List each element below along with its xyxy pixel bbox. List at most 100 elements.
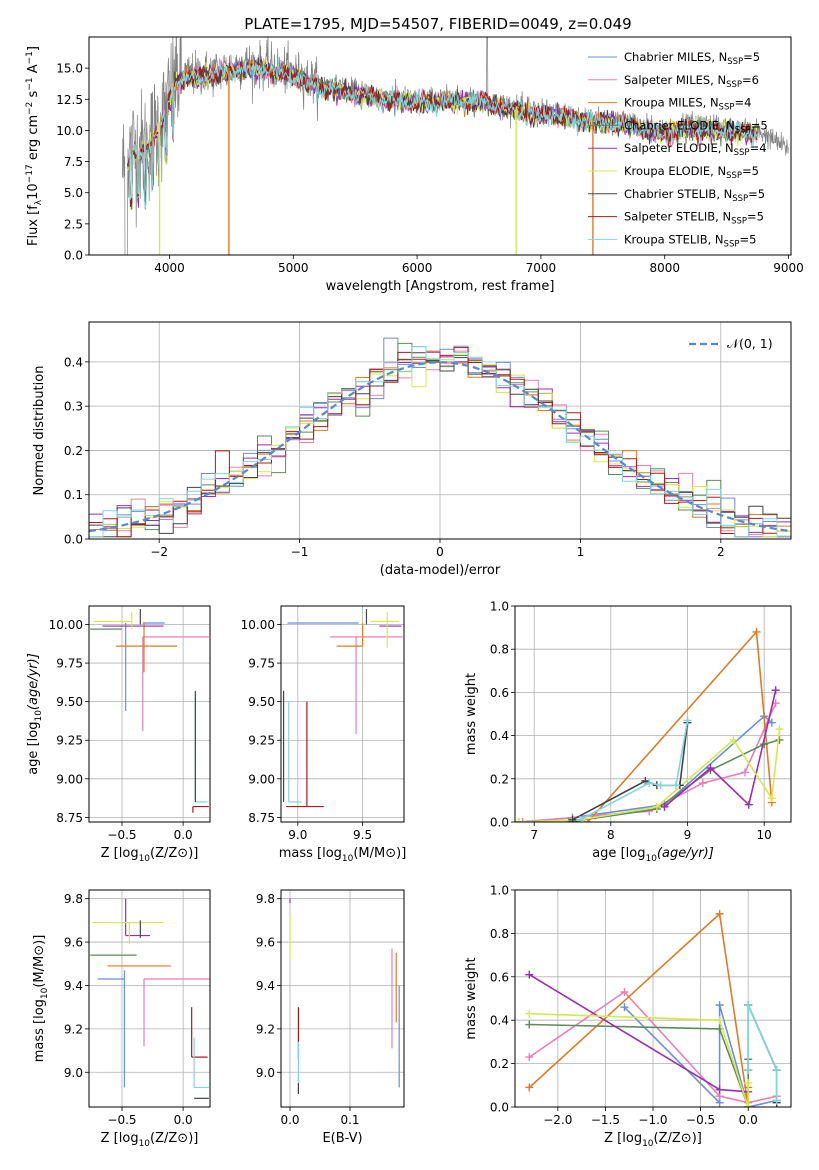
x-tick-label: 7000 xyxy=(526,261,557,275)
errorbar-point-KM xyxy=(336,622,364,647)
grid xyxy=(515,605,791,823)
weight-marker xyxy=(775,725,784,734)
y-tick-label: 15.0 xyxy=(56,62,83,76)
y-tick-label: 10.0 xyxy=(56,124,83,138)
y-tick-label: 1.0 xyxy=(490,884,509,898)
x-tick-label: 9.5 xyxy=(353,828,372,842)
weight-marker xyxy=(771,686,780,695)
plot-area xyxy=(289,898,400,1094)
y-ticks: 9.0 9.2 9.4 9.6 9.8 xyxy=(64,892,89,1080)
age-vs-mass-panel: 9.0 9.5 8.75 9.00 9.25 9.50 9.75 10.00 mass [log… xyxy=(241,605,406,864)
errorbar-point-CM xyxy=(97,970,126,1088)
axes-border xyxy=(280,889,405,1108)
plot-area xyxy=(90,898,210,1099)
x-tick-label: 8000 xyxy=(649,261,680,275)
y-tick-label: 0.0 xyxy=(64,249,83,263)
plot-area xyxy=(122,37,789,255)
weight-marker xyxy=(660,802,669,811)
x-tick-label: 0.0 xyxy=(174,828,193,842)
y-tick-label: 9.50 xyxy=(56,695,83,709)
y-tick-label: 9.6 xyxy=(64,936,83,950)
y-ticks: 0.0 0.2 0.4 0.6 0.8 1.0 xyxy=(490,600,515,830)
y-tick-label: 9.6 xyxy=(256,936,275,950)
axes-border xyxy=(280,605,405,823)
plot-area xyxy=(90,609,209,813)
axes-border xyxy=(88,36,792,256)
x-tick-label: 0.0 xyxy=(739,1113,758,1127)
y-tick-label: 9.0 xyxy=(64,1066,83,1080)
errorbar-point-SM xyxy=(143,978,210,1047)
weight-series-SE xyxy=(660,686,780,811)
weight-marker xyxy=(744,1066,753,1075)
weight-marker xyxy=(744,1001,753,1010)
x-axis-label: (data-model)/error xyxy=(380,563,501,578)
x-tick-label: 0.0 xyxy=(280,1113,299,1127)
errorbar-point-SS xyxy=(286,701,324,808)
x-ticks: 4000 5000 6000 7000 8000 9000 xyxy=(154,255,804,275)
weight-marker xyxy=(772,1066,781,1075)
x-tick-label: −1 xyxy=(291,545,309,559)
weight-line xyxy=(528,973,749,1093)
legend-label-SM: Salpeter MILES, NSSP=6 xyxy=(624,73,759,90)
y-tick-label: 9.25 xyxy=(248,734,275,748)
y-axis-label: Normed distribution xyxy=(32,366,47,496)
weight-marker xyxy=(672,781,680,790)
weight-marker xyxy=(656,781,665,790)
x-axis-label: age [log10(age/yr)] xyxy=(592,846,714,864)
weight-line xyxy=(522,702,777,822)
grid xyxy=(89,606,210,822)
y-tick-label: 0.6 xyxy=(490,686,509,700)
weight-vs-age-panel: 7 8 9 10 0.0 0.2 0.4 0.6 0.8 1.0 age [log10(age/yr… xyxy=(464,600,792,864)
axes-frame xyxy=(88,605,211,823)
y-tick-label: 0.2 xyxy=(64,444,83,458)
x-ticks: 7 8 9 10 xyxy=(530,822,772,842)
x-tick-label: 10 xyxy=(757,828,772,842)
y-tick-label: 9.8 xyxy=(64,892,83,906)
spectrum-legend: Chabrier MILES, NSSP=5 Salpeter MILES, NS… xyxy=(588,50,768,249)
x-tick-label: 8 xyxy=(607,828,615,842)
y-tick-label: 8.75 xyxy=(56,811,83,825)
grid xyxy=(281,890,404,1107)
weight-marker xyxy=(525,1020,534,1029)
mass-vs-ebv-panel: 0.0 0.1 9.0 9.2 9.4 9.6 9.8 E(B-V) xyxy=(256,889,405,1146)
legend-label-CS: Chabrier STELIB, NSSP=5 xyxy=(624,187,765,204)
weight-marker xyxy=(620,1003,629,1012)
axes-border xyxy=(514,605,792,823)
x-tick-label: −0.5 xyxy=(107,1113,136,1127)
x-tick-label: 9 xyxy=(684,828,692,842)
legend-label-KE: Kroupa ELODIE, NSSP=5 xyxy=(624,164,759,181)
legend-label-CM: Chabrier MILES, NSSP=5 xyxy=(624,50,760,67)
y-ticks: 0.0 0.2 0.4 0.6 0.8 1.0 xyxy=(490,884,515,1115)
residual-histogram-panel: −2 −1 0 1 2 0.0 0.1 0.2 0.3 0.4 (data-model)/error… xyxy=(32,321,792,578)
weight-marker xyxy=(525,1053,534,1062)
errorbar-point-KS xyxy=(288,701,302,803)
x-tick-label: 9000 xyxy=(773,261,804,275)
figure-title: PLATE=1795, MJD=54507, FIBERID=0049, z=0… xyxy=(244,15,631,33)
weight-series-KM xyxy=(525,909,753,1107)
y-tick-label: 7.5 xyxy=(64,155,83,169)
weight-marker xyxy=(752,627,761,636)
weight-marker xyxy=(744,800,753,809)
weight-series-SE xyxy=(525,970,753,1096)
x-tick-label: 7 xyxy=(530,828,538,842)
weight-marker xyxy=(715,1001,724,1010)
mass-vs-metallicity-panel: −0.5 0.0 9.0 9.2 9.4 9.6 9.8 Z [log10(Z/Z⊙)] mas… xyxy=(32,889,211,1149)
weight-marker xyxy=(576,815,585,822)
weight-marker xyxy=(652,802,661,811)
y-tick-label: 0.0 xyxy=(490,1101,509,1115)
weight-line xyxy=(529,1023,749,1107)
weight-marker xyxy=(706,764,715,772)
errorbar-point-SM xyxy=(142,636,209,731)
y-tick-label: 0.3 xyxy=(64,400,83,414)
age-vs-metallicity-panel: −0.5 0.0 8.75 9.00 9.25 9.50 9.75 10.00 Z [log10… xyxy=(26,605,211,864)
errorbar-point-KE xyxy=(370,612,399,648)
y-tick-label: 9.0 xyxy=(256,1066,275,1080)
weight-marker xyxy=(518,818,527,822)
errorbar-point-KS xyxy=(193,1037,209,1089)
grid xyxy=(515,889,791,1108)
weight-marker xyxy=(715,1016,724,1025)
weight-vs-metallicity-panel: −2.0 −1.5 −1.0 −0.5 0.0 0.0 0.2 0.4 0.6 0.8 1.0 Z [… xyxy=(464,884,792,1149)
weight-line xyxy=(529,1012,749,1107)
x-tick-label: 9.0 xyxy=(288,828,307,842)
y-tick-label: 0.8 xyxy=(490,927,509,941)
